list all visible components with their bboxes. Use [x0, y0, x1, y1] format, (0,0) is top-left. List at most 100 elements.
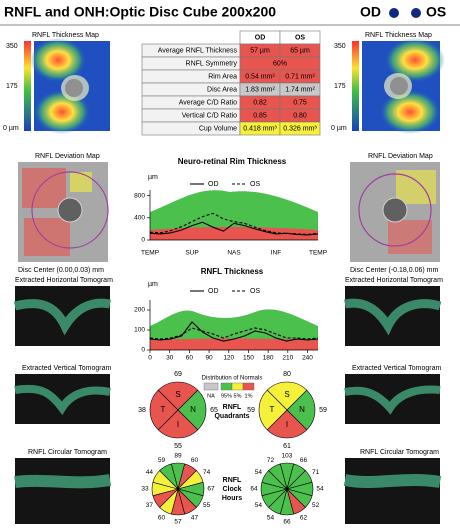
clock-value: 89 — [174, 453, 182, 460]
x-tick-label: 0 — [148, 355, 152, 362]
quadrant-caption: Quadrants — [214, 413, 249, 420]
rnfl-low-band — [150, 338, 318, 350]
clock-value: 71 — [312, 469, 320, 476]
tomogram-title: RNFL Circular Tomogram — [360, 449, 439, 456]
quadrant-name: N — [299, 405, 305, 414]
x-tick-label: 150 — [243, 355, 254, 362]
chart-title: RNFL Thickness — [201, 267, 264, 276]
sector — [258, 389, 288, 431]
deviation-map-os — [350, 162, 440, 262]
x-tick-label: 60 — [186, 355, 194, 362]
sector — [177, 389, 207, 431]
clock-value: 72 — [267, 457, 275, 464]
sector — [266, 381, 308, 411]
disc-center-od: Disc Center (0.00,0.03) mm — [18, 267, 104, 274]
scale-label: 350 — [334, 43, 346, 50]
clock-value: 67 — [207, 486, 215, 493]
os-label: OS — [426, 4, 446, 20]
quadrant-value: 61 — [283, 443, 291, 450]
y-tick-label: 100 — [134, 327, 145, 334]
quadrant-value: 59 — [319, 407, 327, 414]
x-tick-label: 90 — [205, 355, 213, 362]
normals-label: NA — [207, 393, 215, 399]
map-title: RNFL Thickness Map — [365, 32, 432, 39]
clock-value: 57 — [174, 519, 182, 526]
clock-caption: RNFL — [223, 477, 242, 484]
y-tick-label: 0 — [141, 347, 145, 354]
tomogram-title: Extracted Horizontal Tomogram — [15, 277, 113, 284]
quadrant-value: 69 — [174, 371, 182, 378]
normals-swatch — [242, 382, 255, 391]
cell-value: 0.85 — [253, 112, 267, 119]
quadrant-value: 55 — [174, 443, 182, 450]
scale-label: 175 — [6, 83, 18, 90]
cell-value: 0.54 mm² — [245, 73, 275, 80]
tomogram-title: Extracted Vertical Tomogram — [352, 365, 442, 372]
normals-swatch — [220, 382, 233, 391]
sector — [286, 389, 316, 431]
deviation-title: RNFL Deviation Map — [35, 153, 100, 160]
cell-value: 57 µm — [250, 47, 270, 54]
sector — [266, 409, 308, 439]
sector — [157, 409, 199, 439]
clock-value: 54 — [316, 486, 324, 493]
color-scale — [24, 41, 31, 131]
quadrant-caption: RNFL — [223, 404, 242, 411]
scale-label: 0 µm — [331, 125, 347, 132]
x-tick-label: 30 — [166, 355, 174, 362]
clock-value: 60 — [158, 514, 166, 521]
report-title: RNFL and ONH:Optic Disc Cube 200x200 — [4, 4, 276, 20]
clock-value: 54 — [255, 469, 263, 476]
x-tick-label: NAS — [227, 250, 241, 257]
y-tick-label: 400 — [134, 214, 145, 221]
clock-caption: Hours — [222, 495, 242, 502]
tomogram-images — [13, 286, 442, 524]
disc-center-os: Disc Center (-0.18,0.06) mm — [350, 267, 438, 274]
quadrant-name: N — [190, 405, 196, 414]
cell-value: 65 µm — [290, 47, 310, 54]
clock-caption: Clock — [222, 486, 241, 493]
quadrant-name: S — [284, 390, 289, 399]
series-line — [149, 321, 319, 342]
cell-value: 0.82 — [253, 99, 267, 106]
legend-label: OS — [250, 181, 260, 188]
series-line — [149, 212, 319, 235]
normals-label: 5% — [234, 393, 242, 399]
x-tick-label: TEMP — [309, 250, 327, 257]
y-tick-label: 200 — [134, 307, 145, 314]
tomogram-title: Extracted Horizontal Tomogram — [345, 277, 443, 284]
clock-value: 33 — [141, 486, 149, 493]
od-indicator — [389, 8, 399, 18]
y-tick-label: 0 — [141, 237, 145, 244]
sector — [149, 389, 179, 431]
y-tick-label: 800 — [134, 192, 145, 199]
row-label: Disc Area — [207, 86, 237, 93]
clock-value: 60 — [191, 457, 199, 464]
os-indicator — [411, 8, 421, 18]
chart-title: Neuro-retinal Rim Thickness — [178, 157, 287, 166]
sector — [268, 463, 288, 491]
clock-value: 64 — [250, 486, 258, 493]
x-tick-label: 210 — [282, 355, 293, 362]
series-line — [149, 327, 319, 340]
legend-label: OS — [250, 288, 260, 295]
scale-label: 350 — [6, 43, 18, 50]
legend-label: OD — [208, 288, 219, 295]
thickness-map-od — [30, 38, 110, 134]
quadrant-value: 65 — [210, 407, 218, 414]
x-tick-label: 240 — [302, 355, 313, 362]
quadrant-name: I — [286, 420, 288, 429]
row-label: Cup Volume — [199, 125, 237, 132]
cell-value: 0.418 mm³ — [243, 125, 277, 132]
cell-value: 60% — [273, 60, 287, 67]
column-header: OS — [295, 34, 305, 41]
quadrant-name: I — [177, 420, 179, 429]
cell-value: 1.74 mm² — [285, 86, 315, 93]
clock-value: 37 — [146, 502, 154, 509]
deviation-map-od — [18, 162, 109, 262]
unit-label: µm — [148, 174, 158, 181]
cell-value: 0.75 — [293, 99, 307, 106]
quadrant-value: 80 — [283, 371, 291, 378]
x-tick-label: 120 — [223, 355, 234, 362]
deviation-title: RNFL Deviation Map — [368, 153, 433, 160]
